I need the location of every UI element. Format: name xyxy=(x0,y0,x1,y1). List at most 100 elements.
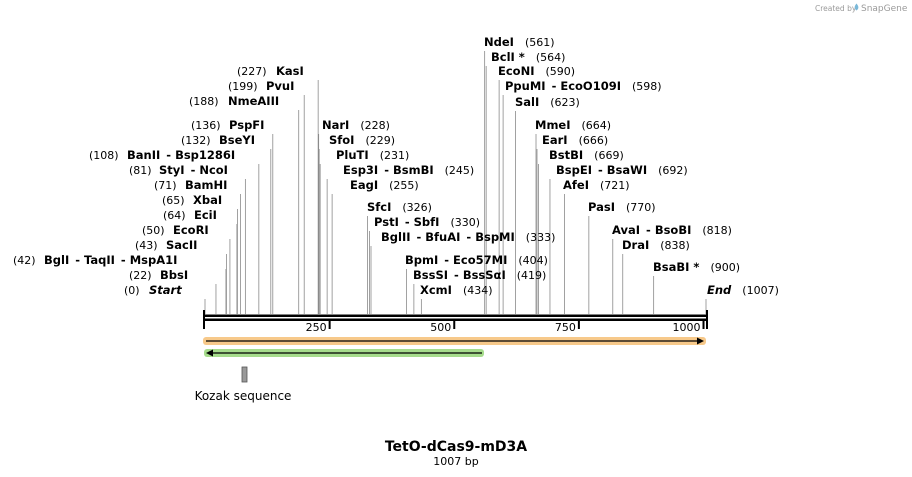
orange-forward-feature[interactable] xyxy=(203,337,706,345)
site-label-ecii[interactable]: (64) EciI xyxy=(163,208,217,222)
site-label-sfoi[interactable]: SfoI (229) xyxy=(329,133,395,147)
site-label-sfci[interactable]: SfcI (326) xyxy=(367,200,432,214)
site-position: (64) xyxy=(163,209,186,222)
site-label-ecori[interactable]: (50) EcoRI xyxy=(142,223,209,237)
enzyme-name: Bsp1286I xyxy=(175,148,235,162)
site-label-econi[interactable]: EcoNI (590) xyxy=(498,64,575,78)
site-label-bspei[interactable]: BspEI - BsaWI (692) xyxy=(556,163,688,177)
site-position: (43) xyxy=(135,239,158,252)
site-label-bstbi[interactable]: BstBI (669) xyxy=(549,148,624,162)
site-label-esp3i[interactable]: Esp3I - BsmBI (245) xyxy=(343,163,474,177)
enzyme-name: BsoBI xyxy=(655,223,692,237)
green-reverse-feature[interactable] xyxy=(204,349,484,357)
site-label-bsssi[interactable]: BssSI - BssSαI (419) xyxy=(413,268,546,282)
site-position: (132) xyxy=(181,134,211,147)
enzyme-name: MspA1I xyxy=(130,253,178,267)
site-position: (598) xyxy=(632,80,662,93)
enzyme-name: EcoNI xyxy=(498,64,534,78)
backbone-top-strand xyxy=(204,314,708,317)
site-position: (404) xyxy=(518,254,548,267)
kozak-label: Kozak sequence xyxy=(195,389,292,403)
enzyme-name: PluTI xyxy=(336,148,369,162)
site-label-bcli[interactable]: BclI * (564) xyxy=(491,50,565,64)
ruler: 250 500 750 1000 xyxy=(203,310,708,334)
site-label-banii[interactable]: (108) BanII - Bsp1286I xyxy=(89,148,235,162)
site-label-mmei[interactable]: MmeI (664) xyxy=(535,118,611,132)
site-position: (900) xyxy=(710,261,740,274)
site-label-end[interactable]: End (1007) xyxy=(707,283,779,297)
enzyme-name: SalI xyxy=(515,95,539,109)
isoschizomer-separator: - xyxy=(417,230,422,244)
enzyme-name: XbaI xyxy=(193,193,222,207)
site-label-pasi[interactable]: PasI (770) xyxy=(588,200,656,214)
kozak-box xyxy=(241,366,248,383)
site-position: (81) xyxy=(129,164,152,177)
snapgene-logo-icon xyxy=(854,3,859,11)
site-label-bbsi[interactable]: (22) BbsI xyxy=(129,268,188,282)
site-label-nmeaiii[interactable]: (188) NmeAIII xyxy=(189,94,279,108)
enzyme-name: MmeI xyxy=(535,118,571,132)
enzyme-name: TaqII xyxy=(84,253,115,267)
enzyme-name: BstBI xyxy=(549,148,583,162)
site-label-ppumi[interactable]: PpuMI - EcoO109I (598) xyxy=(505,79,662,93)
isoschizomer-separator: - xyxy=(552,79,557,93)
enzyme-name: BsmBI xyxy=(393,163,434,177)
site-label-bseyi[interactable]: (132) BseYI xyxy=(181,133,255,147)
site-label-pvui[interactable]: (199) PvuI xyxy=(228,79,294,93)
isoschizomer-separator: - xyxy=(466,230,471,244)
site-label-drai[interactable]: DraI (838) xyxy=(622,238,690,252)
site-position: (0) xyxy=(124,284,140,297)
isoschizomer-separator: - xyxy=(454,268,459,282)
ruler-tick-label: 500 xyxy=(430,321,451,334)
credit-brand: SnapGene xyxy=(861,4,908,14)
site-position: (590) xyxy=(545,65,575,78)
site-label-eari[interactable]: EarI (666) xyxy=(542,133,608,147)
site-label-avai[interactable]: AvaI - BsoBI (818) xyxy=(612,223,732,237)
isoschizomer-separator: - xyxy=(444,253,449,267)
site-label-styi[interactable]: (81) StyI - NcoI xyxy=(129,163,228,177)
site-label-afei[interactable]: AfeI (721) xyxy=(563,178,630,192)
site-position: (330) xyxy=(450,216,480,229)
enzyme-name: DraI xyxy=(622,238,649,252)
enzyme-name: PstI xyxy=(374,215,399,229)
site-position: (326) xyxy=(402,201,432,214)
site-label-sacii[interactable]: (43) SacII xyxy=(135,238,197,252)
backbone-bottom-strand xyxy=(204,318,708,321)
site-label-kasi[interactable]: (227) KasI xyxy=(237,64,304,78)
site-position: (22) xyxy=(129,269,152,282)
site-lines xyxy=(204,51,707,314)
enzyme-name: StyI xyxy=(159,163,185,177)
site-position: (136) xyxy=(191,119,221,132)
isoschizomer-separator: - xyxy=(191,163,196,177)
site-position: (1007) xyxy=(742,284,779,297)
site-label-psti[interactable]: PstI - SbfI (330) xyxy=(374,215,480,229)
site-label-bsabi[interactable]: BsaBI * (900) xyxy=(653,260,740,274)
kozak-sequence[interactable]: Kozak sequence xyxy=(195,366,292,403)
enzyme-name: BfuAI xyxy=(425,230,460,244)
backbone-end-cap xyxy=(706,310,708,329)
site-position: (666) xyxy=(579,134,609,147)
site-label-start[interactable]: (0) Start xyxy=(124,283,182,297)
map-length: 1007 bp xyxy=(433,455,478,468)
enzyme-name: NdeI xyxy=(484,35,514,49)
ruler-tick xyxy=(328,321,331,329)
site-label-xbai[interactable]: (65) XbaI xyxy=(162,193,222,207)
site-label-bglii[interactable]: BglII - BfuAI - BspMI (333) xyxy=(381,230,555,244)
site-label-pspfi[interactable]: (136) PspFI xyxy=(191,118,264,132)
site-label-sali[interactable]: SalI (623) xyxy=(515,95,580,109)
site-labels: (0) Start(22) BbsI(42) BglI - TaqII - MspA1I(43… xyxy=(13,35,779,297)
site-label-xcmi[interactable]: XcmI (434) xyxy=(420,283,493,297)
enzyme-name: BseYI xyxy=(219,133,255,147)
site-label-bgli[interactable]: (42) BglI - TaqII - MspA1I xyxy=(13,253,177,267)
site-label-pluti[interactable]: PluTI (231) xyxy=(336,148,409,162)
enzyme-name: BspMI xyxy=(475,230,515,244)
site-label-bamhi[interactable]: (71) BamHI xyxy=(154,178,227,192)
enzyme-name: PasI xyxy=(588,200,615,214)
enzyme-name: EciI xyxy=(194,208,217,222)
site-label-nari[interactable]: NarI (228) xyxy=(322,118,390,132)
site-label-bpmi[interactable]: BpmI - Eco57MI (404) xyxy=(405,253,548,267)
credit-prefix: Created by xyxy=(815,4,857,13)
site-label-eagi[interactable]: EagI (255) xyxy=(350,178,419,192)
enzyme-name: NarI xyxy=(322,118,349,132)
site-label-ndei[interactable]: NdeI (561) xyxy=(484,35,555,49)
